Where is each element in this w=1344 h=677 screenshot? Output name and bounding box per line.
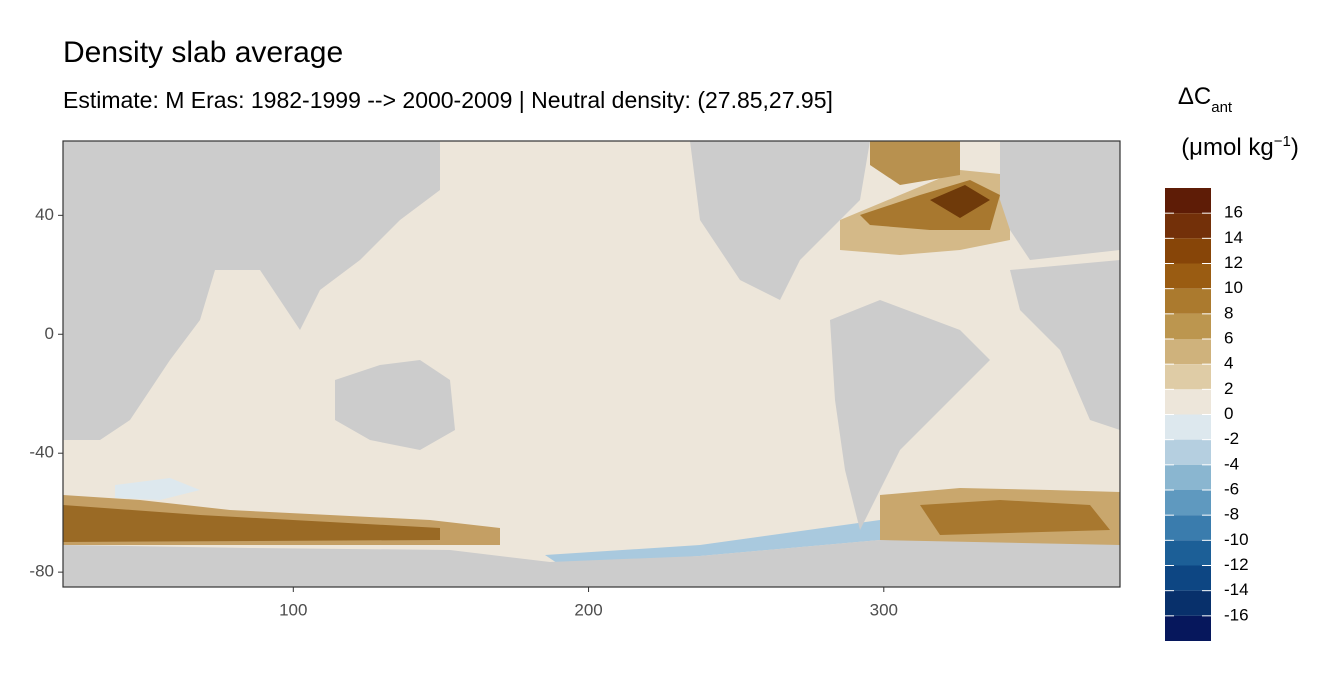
legend-unit-close: ) [1291,134,1299,161]
legend-bin [1165,490,1211,516]
legend-bin [1165,540,1211,566]
panel-border [62,140,1121,588]
legend-title-main: ΔC [1178,83,1211,110]
legend-bin [1165,288,1211,314]
legend-label: -12 [1224,555,1249,574]
x-tick-label: 300 [870,600,898,619]
x-tick-label: 100 [279,600,307,619]
y-tick-label: -40 [29,443,54,462]
legend-label: 8 [1224,303,1233,322]
north-atlantic-anomaly [930,185,990,218]
legend-label: 2 [1224,379,1233,398]
europe-greenland [1000,141,1120,260]
legend-title-subscript: ant [1211,99,1233,116]
legend-bin [1165,364,1211,390]
y-tick-label: -80 [29,562,54,581]
legend-bin [1165,615,1211,641]
legend-bin [1165,313,1211,339]
legend-label: -4 [1224,454,1239,473]
north-america [690,141,870,300]
ross-anomaly [545,520,880,565]
legend-label: 4 [1224,354,1233,373]
legend-label: -14 [1224,580,1249,599]
legend-unit-text: (μmol kg [1181,134,1274,161]
legend-label: -2 [1224,429,1239,448]
legend-label: -8 [1224,505,1239,524]
legend-bin [1165,188,1211,214]
australia [335,360,455,450]
legend-label: 10 [1224,278,1243,297]
legend-label: -6 [1224,479,1239,498]
legend-bin [1165,515,1211,541]
legend-bin [1165,339,1211,365]
legend-bin [1165,238,1211,264]
legend-unit-superscript: −1 [1274,133,1291,150]
legend-label: -10 [1224,530,1249,549]
legend-title: ΔCant [1178,83,1233,116]
legend-bin [1165,263,1211,289]
chart-subtitle: Estimate: M Eras: 1982-1999 --> 2000-200… [63,87,833,113]
legend-label: 12 [1224,253,1243,272]
legend-label: 16 [1224,203,1243,222]
chart-title: Density slab average [63,36,343,69]
legend-bin [1165,213,1211,239]
north-atlantic-anomaly [870,141,960,185]
y-tick-label: 40 [35,205,54,224]
weddell-anomaly [920,500,1110,535]
legend-unit: (μmol kg−1) [1181,133,1299,161]
south-america [830,300,990,530]
antarctica [63,540,1120,587]
legend-bin [1165,414,1211,440]
legend-bin [1165,439,1211,465]
legend-label: -16 [1224,605,1249,624]
eurasia-africa [63,141,440,440]
legend-bin [1165,565,1211,591]
southern-ocean-anomaly [63,505,440,542]
y-tick-label: 0 [45,324,54,343]
land [63,141,1120,587]
map [63,141,1120,587]
legend-label: 14 [1224,228,1243,247]
africa-east [1010,260,1120,430]
legend-label: 6 [1224,328,1233,347]
x-tick-label: 200 [574,600,602,619]
legend-bin [1165,464,1211,490]
legend-bin [1165,590,1211,616]
negative-patch [115,478,200,500]
legend-bin [1165,389,1211,415]
legend-label: 0 [1224,404,1233,423]
